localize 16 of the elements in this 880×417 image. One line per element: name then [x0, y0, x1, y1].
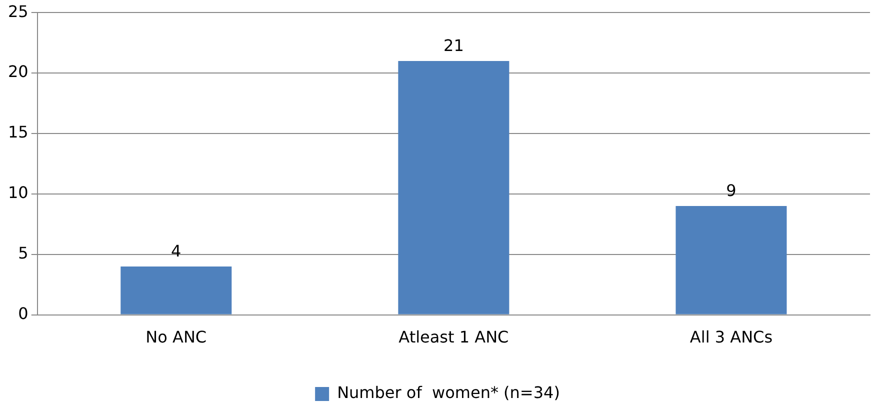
x-tick-label: Atleast 1 ANC	[398, 328, 509, 347]
x-tick-label: All 3 ANCs	[690, 328, 773, 347]
y-tick-label: 10	[8, 183, 28, 202]
y-tick-label: 15	[8, 122, 28, 142]
data-label: 9	[726, 181, 736, 200]
bar	[398, 60, 510, 314]
bar	[676, 206, 787, 314]
data-label: 4	[171, 242, 182, 261]
y-tick-label: 25	[8, 2, 28, 21]
data-label: 21	[444, 36, 464, 56]
y-tick-label: 20	[8, 62, 28, 82]
bar	[120, 266, 232, 314]
y-tick-label: 5	[18, 244, 28, 263]
x-tick-label: No ANC	[146, 328, 207, 347]
y-tick-label: 0	[18, 304, 28, 323]
legend-label: Number of women* (n=34)	[337, 383, 560, 402]
